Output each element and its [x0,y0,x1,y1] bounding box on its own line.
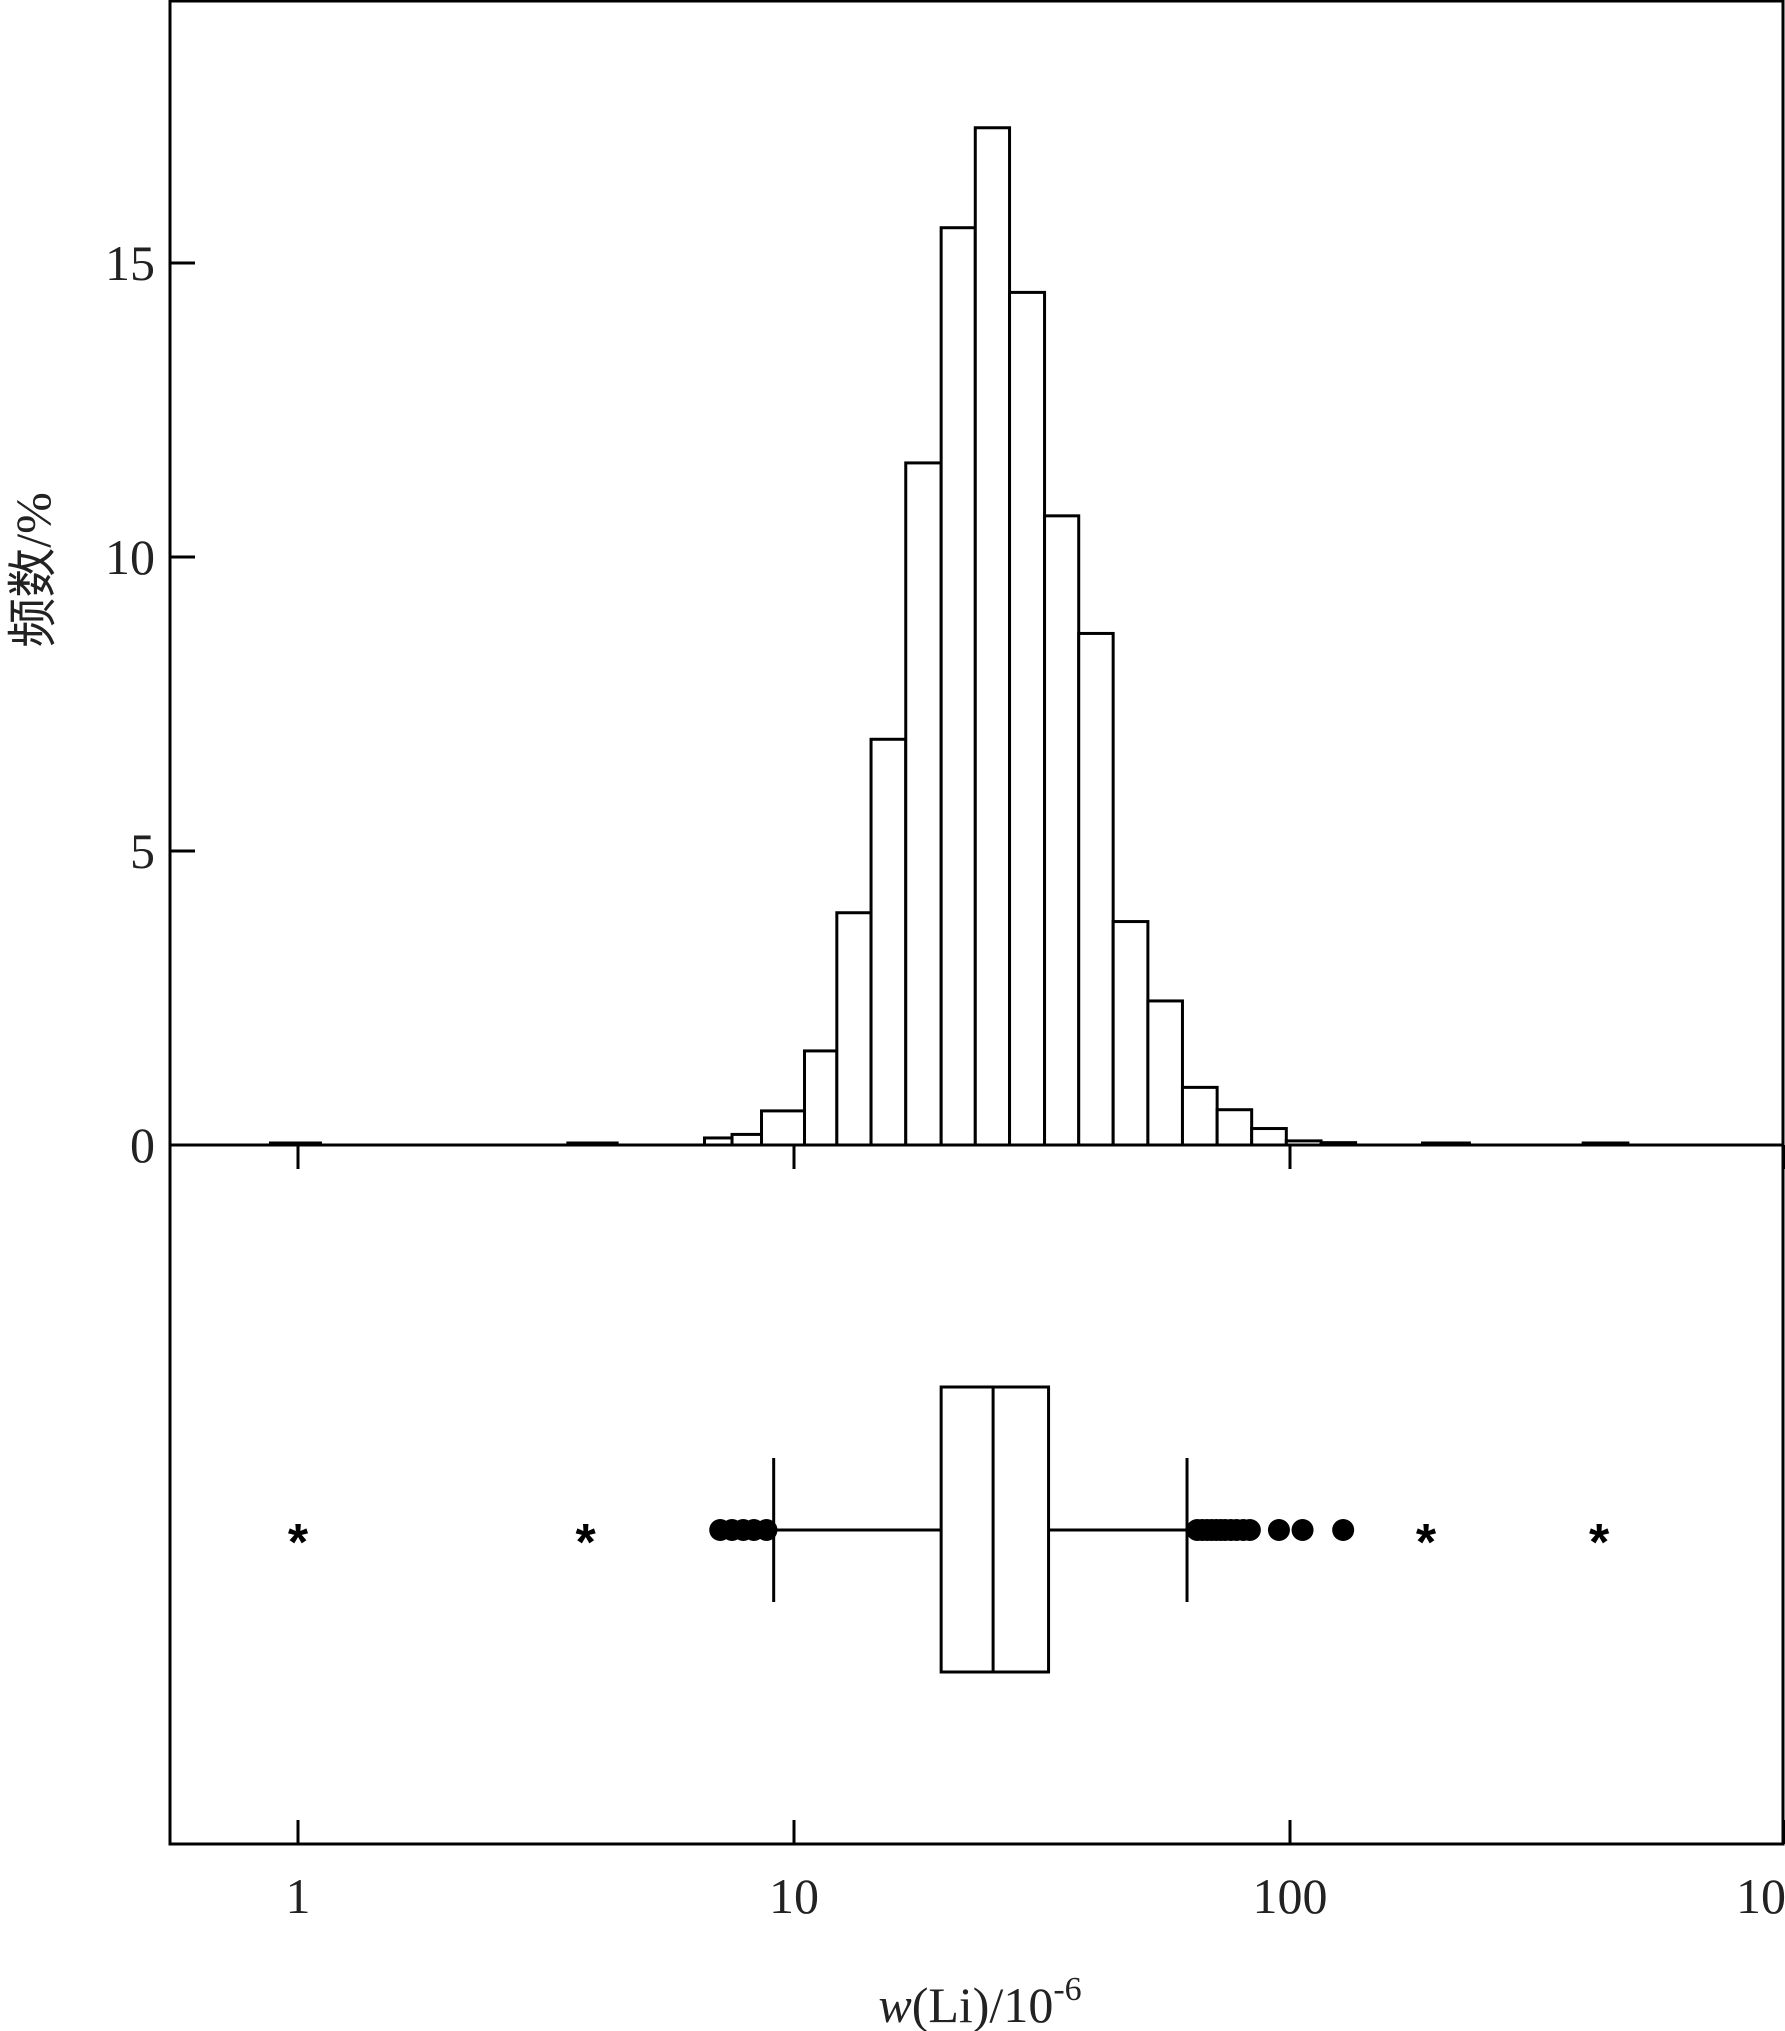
outlier-point [1291,1519,1314,1541]
histogram-bar [939,226,977,1147]
x-tick-label: 1000 [1736,1868,1785,1924]
x-axis-title-italic: w [878,1977,911,2031]
boxplot: * * * * [288,1385,1610,1674]
x-tick-label: 1 [286,1868,311,1924]
extreme-point: * [575,1514,596,1572]
outlier-point [1332,1519,1355,1541]
extreme-point: * [1589,1514,1610,1572]
extreme-point: * [1416,1514,1437,1572]
x-tick-label: 10 [769,1868,819,1924]
histogram-bar [1111,920,1150,1147]
histogram-bar [1077,631,1115,1147]
x-axis-title-text: (Li)/10 [912,1977,1054,2031]
box-iqr [939,1385,1051,1674]
y-axis-title: 频数/% [5,492,61,648]
histogram-bar [973,126,1012,1147]
y-tick-label: 10 [105,529,155,585]
extreme-point: * [288,1514,309,1572]
plot-frame [168,0,1785,1846]
histogram-bar [1180,1085,1219,1147]
axes: 0 5 10 15 1 10 100 1000 [105,235,1785,1924]
histogram-bar [1043,514,1081,1147]
histogram-bar [1215,1108,1254,1147]
y-tick-label: 5 [130,823,155,879]
histogram-bar [869,737,908,1147]
histogram-bar [730,1132,764,1147]
histogram-bars [268,126,1630,1147]
outlier-point [1238,1519,1261,1541]
y-tick-label: 15 [105,235,155,291]
histogram-bar [760,1109,807,1147]
x-tick-label: 100 [1253,1868,1328,1924]
histogram-bar [803,1049,839,1147]
x-axis-title: w(Li)/10-6 [878,1971,1081,2031]
histogram-bar [1146,999,1184,1147]
histogram-bar [1250,1127,1288,1147]
histogram-bar [904,461,943,1147]
outlier-point [755,1519,778,1541]
histogram-bar [835,911,873,1147]
y-tick-label: 0 [130,1117,155,1173]
outlier-point [1267,1519,1290,1541]
histogram-bar [1008,290,1047,1147]
x-axis-title-sup: -6 [1053,1971,1081,2008]
